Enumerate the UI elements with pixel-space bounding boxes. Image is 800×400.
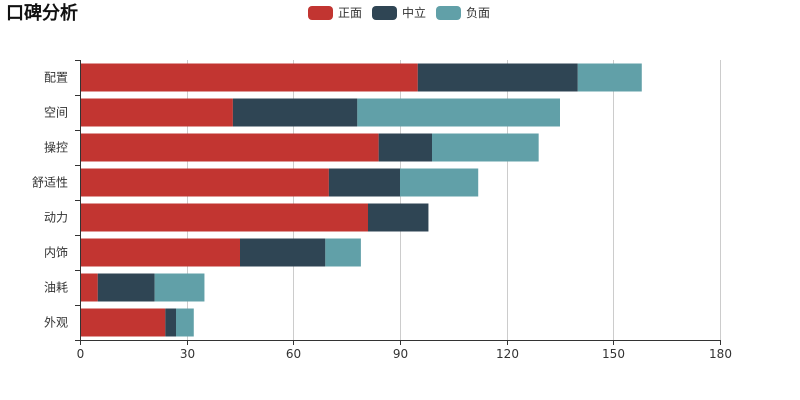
bar-1-6 [97,273,155,302]
bar-2-2 [432,133,539,162]
bar-2-3 [400,168,479,197]
y-tick-label-7: 外观 [44,316,68,330]
bar-0-1 [80,98,233,127]
chart-title: 口碑分析 [6,3,78,24]
bar-0-0 [80,63,418,92]
legend-item-neutral[interactable]: 中立 [372,4,426,21]
bar-2-7 [176,308,194,337]
bar-0-7 [80,308,166,337]
legend-swatch-positive [308,5,333,20]
y-tick-label-1: 空间 [44,106,68,120]
legend-swatch-neutral [372,5,398,20]
legend-item-positive[interactable]: 正面 [308,4,362,21]
bar-2-1 [357,98,560,127]
bar-2-0 [577,63,642,92]
x-tick-label-3: 90 [393,347,408,361]
x-tick-label-4: 120 [496,347,519,361]
bar-0-3 [80,168,329,197]
x-tick-label-0: 0 [77,347,85,361]
legend-item-negative[interactable]: 负面 [436,4,490,21]
y-tick-label-0: 配置 [44,71,68,85]
bar-0-6 [80,273,98,302]
y-tick-label-2: 操控 [44,140,68,155]
y-tick-label-4: 动力 [44,211,68,225]
x-tick-label-5: 150 [602,347,625,361]
bar-2-6 [154,273,205,302]
x-tick-label-1: 30 [180,347,195,361]
bar-0-5 [80,238,240,267]
bar-1-3 [328,168,400,197]
bar-2-5 [325,238,361,267]
bar-1-4 [368,203,429,232]
x-tick-label-2: 60 [286,347,301,361]
bar-1-5 [240,238,326,267]
x-tick-label-6: 180 [709,347,732,361]
legend: 正面 中立 负面 [308,4,490,21]
bar-1-7 [165,308,176,337]
legend-label-neutral: 中立 [402,6,427,20]
bar-0-2 [80,133,379,162]
bar-1-2 [378,133,432,162]
y-tick-label-6: 油耗 [44,281,68,295]
y-tick-label-3: 舒适性 [32,176,68,190]
bar-1-1 [232,98,358,127]
bar-1-0 [417,63,578,92]
legend-swatch-negative [436,5,462,20]
legend-label-negative: 负面 [466,6,491,20]
y-tick-label-5: 内饰 [44,246,68,260]
legend-label-positive: 正面 [338,6,363,20]
bar-0-4 [80,203,368,232]
